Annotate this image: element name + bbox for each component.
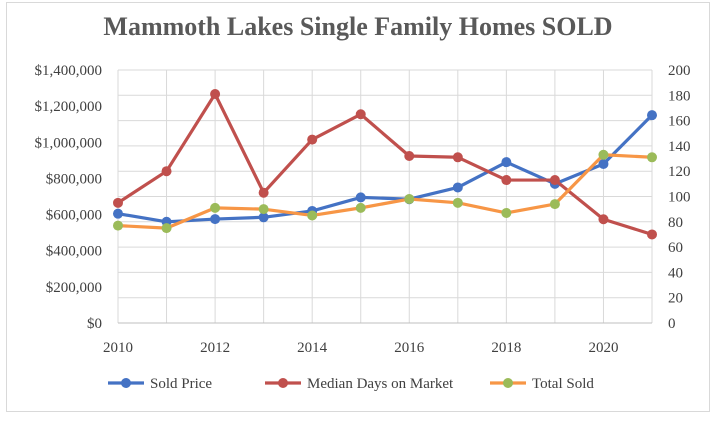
- left-axis-tick-label: $1,400,000: [35, 63, 103, 79]
- right-axis-tick-label: 100: [668, 190, 691, 206]
- median-days-on-market-point: [452, 152, 463, 163]
- right-axis-tick-label: 180: [668, 88, 691, 104]
- left-axis-ticks: $0 $200,000 $400,000 $600,000 $800,000 $1,000…: [35, 63, 103, 332]
- median-days-on-market-point: [501, 175, 512, 186]
- right-axis-ticks: 0 20 40 60 80 100 120 140 160 180 200: [668, 63, 691, 332]
- total-sold-line: [116, 153, 654, 230]
- total-sold-point: [258, 204, 269, 215]
- sold-price-point: [452, 182, 463, 193]
- median-days-on-market-point: [161, 166, 172, 177]
- sold-price-point: [210, 214, 221, 225]
- median-days-on-market-point: [404, 151, 415, 162]
- legend: Sold Price Median Days on Market Total Sol…: [108, 376, 594, 392]
- x-axis-tick-label: 2010: [103, 340, 133, 356]
- total-sold-point: [355, 202, 366, 213]
- total-sold-point: [404, 194, 415, 205]
- left-axis-tick-label: $600,000: [46, 208, 102, 224]
- total-sold-point: [549, 199, 560, 210]
- right-axis-tick-label: 200: [668, 63, 691, 79]
- sold-price-line: [116, 113, 654, 224]
- x-axis-ticks: 2010 2012 2014 2016 2018 2020: [103, 340, 618, 356]
- total-sold-point: [598, 149, 609, 160]
- median-days-on-market-point: [113, 197, 123, 208]
- median-days-on-market-point: [307, 134, 318, 145]
- sold-price-point: [598, 158, 609, 169]
- median-days-on-market-line: [116, 92, 654, 237]
- median-days-on-market-point: [210, 89, 221, 100]
- x-axis-tick-label: 2018: [491, 340, 521, 356]
- sold-price-point: [647, 110, 657, 121]
- right-axis-tick-label: 120: [668, 164, 691, 180]
- right-axis-tick-label: 20: [668, 291, 683, 307]
- total-sold-point: [501, 207, 512, 218]
- sold-price-point: [355, 192, 366, 203]
- right-axis-tick-label: 160: [668, 114, 691, 130]
- left-axis-tick-label: $400,000: [46, 244, 102, 260]
- median-days-on-market-point: [549, 175, 560, 186]
- legend-label-total-sold: Total Sold: [532, 376, 594, 392]
- left-axis-tick-label: $1,000,000: [35, 135, 103, 151]
- left-axis-tick-label: $1,200,000: [35, 99, 103, 115]
- median-days-on-market-point: [647, 229, 657, 240]
- legend-marker-total-sold: [503, 378, 513, 388]
- right-axis-tick-label: 0: [668, 316, 676, 332]
- right-axis-tick-label: 40: [668, 265, 683, 281]
- right-axis-tick-label: 80: [668, 215, 683, 231]
- total-sold-point: [161, 223, 172, 234]
- legend-label-median-days-on-market: Median Days on Market: [307, 376, 454, 392]
- left-axis-tick-label: $0: [87, 316, 102, 332]
- x-axis-tick-label: 2012: [200, 340, 230, 356]
- legend-marker-sold-price: [121, 378, 131, 388]
- sold-price-point: [113, 208, 123, 219]
- median-days-on-market-point: [258, 187, 269, 198]
- left-axis-tick-label: $200,000: [46, 280, 102, 296]
- x-axis-tick-label: 2020: [588, 340, 618, 356]
- gridlines: [117, 69, 653, 324]
- total-sold-point: [113, 220, 123, 231]
- total-sold-point: [210, 202, 221, 213]
- x-axis-tick-label: 2016: [394, 340, 425, 356]
- sold-price-point: [501, 157, 512, 168]
- median-days-on-market-point: [355, 109, 366, 120]
- total-sold-point: [647, 152, 657, 163]
- median-days-on-market-point: [598, 214, 609, 225]
- legend-label-sold-price: Sold Price: [150, 376, 212, 392]
- chart-title: Mammoth Lakes Single Family Homes SOLD: [103, 12, 613, 41]
- sold-price-point: [258, 212, 269, 223]
- series-lines: [113, 89, 657, 240]
- right-axis-tick-label: 140: [668, 139, 691, 155]
- left-axis-tick-label: $800,000: [46, 171, 102, 187]
- total-sold-point: [307, 210, 318, 221]
- total-sold-point: [452, 197, 463, 208]
- x-axis-tick-label: 2014: [297, 340, 328, 356]
- right-axis-tick-label: 60: [668, 240, 683, 256]
- legend-marker-median-days-on-market: [278, 378, 288, 388]
